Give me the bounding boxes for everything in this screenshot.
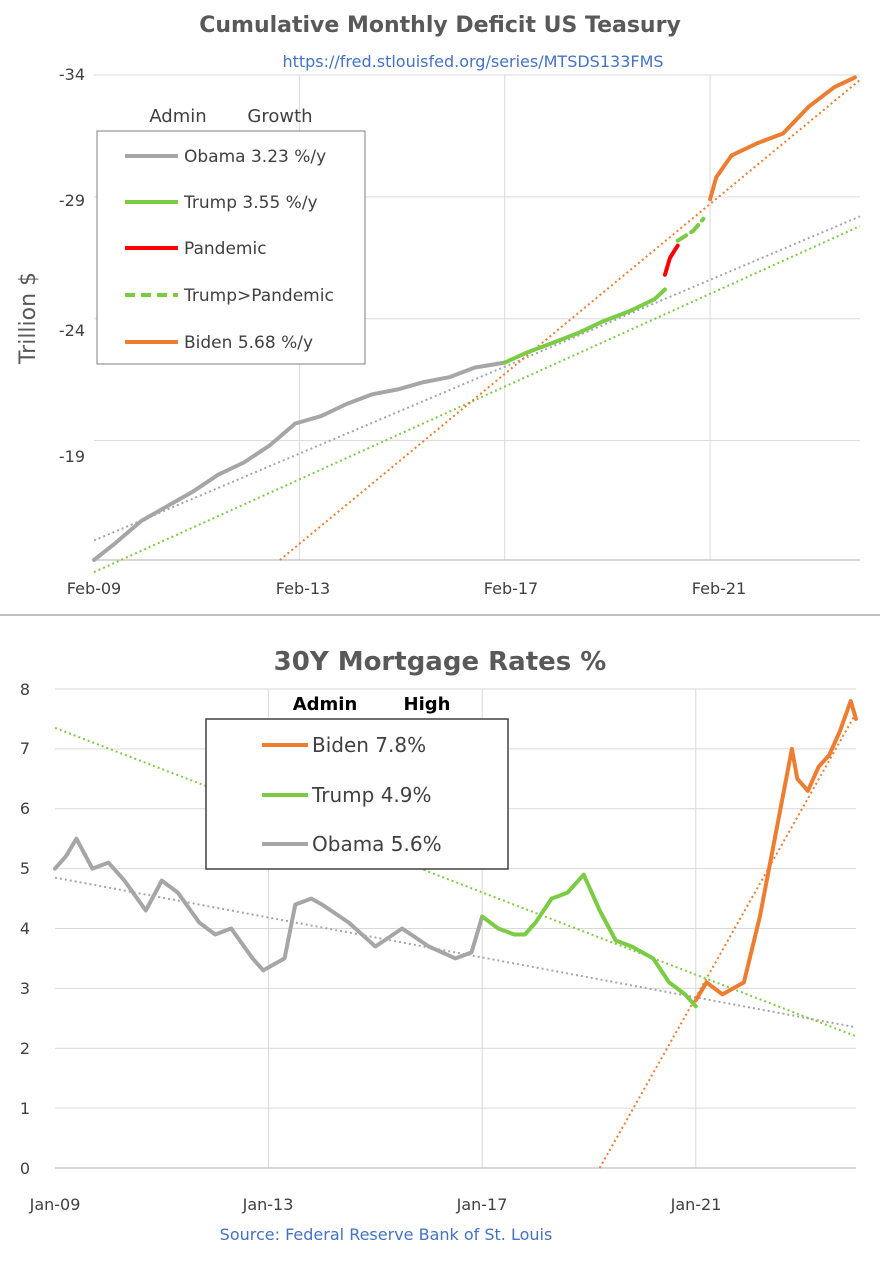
series-group — [53, 699, 858, 1169]
series-line-obama-trend — [93, 215, 861, 542]
legend-label: Biden 5.68 %/y — [184, 333, 313, 353]
legend-label: Obama 5.6% — [312, 832, 442, 856]
chart-title: Cumulative Monthly Deficit US Teasury — [199, 13, 681, 38]
source-link[interactable]: https://fred.stlouisfed.org/series/MTSDS… — [282, 52, 663, 71]
legend-header-admin: Admin — [293, 694, 358, 715]
y-tick-label: 3 — [20, 979, 30, 998]
deficit-chart: Cumulative Monthly Deficit US Teasury ht… — [16, 13, 861, 598]
series-line-trump-trend — [93, 225, 861, 574]
series-line-trump — [502, 287, 667, 365]
legend-label: Trump 4.9% — [311, 783, 432, 807]
series-line-biden-trend — [279, 79, 861, 561]
y-tick-label: -24 — [59, 321, 85, 340]
series-group — [92, 75, 861, 574]
axis-ticks: -34 -29 -24 -19 Feb-09 Feb-13 Feb-17 Feb… — [59, 65, 746, 598]
y-tick-label: 4 — [20, 919, 30, 938]
legend-label: Obama 3.23 %/y — [184, 147, 326, 167]
series-line-trump-trend — [54, 726, 857, 1038]
source-note: Source: Federal Reserve Bank of St. Loui… — [220, 1225, 553, 1244]
legend-label: Biden 7.8% — [312, 733, 426, 757]
y-tick-label: 8 — [20, 680, 30, 699]
legend-label: Trump 3.55 %/y — [183, 193, 318, 213]
x-tick-label: Feb-21 — [692, 579, 746, 598]
legend-box — [205, 718, 509, 870]
y-tick-label: -19 — [59, 447, 85, 466]
legend-label: Trump>Pandemic — [183, 286, 334, 306]
y-tick-label: -29 — [59, 191, 85, 210]
series-line-biden-trend — [598, 712, 857, 1169]
series-line-obama-trend — [54, 876, 857, 1029]
x-tick-label: Jan-17 — [456, 1195, 508, 1214]
y-tick-label: 5 — [20, 859, 30, 878]
series-line-trump — [480, 872, 698, 1009]
legend: Admin High Biden 7.8% Trump 4.9% Obama 5… — [205, 694, 509, 870]
legend-header-admin: Admin — [149, 106, 206, 127]
series-line-biden — [708, 75, 857, 202]
y-tick-label: -34 — [59, 65, 85, 84]
mortgage-chart-panel: 30Y Mortgage Rates % 0 1 2 3 4 5 6 7 8 J… — [0, 618, 880, 1262]
y-axis-label: Trillion $ — [16, 272, 41, 365]
x-tick-label: Feb-09 — [67, 579, 121, 598]
x-tick-label: Feb-17 — [484, 579, 538, 598]
series-line-obama — [53, 836, 485, 973]
x-tick-label: Jan-09 — [29, 1195, 81, 1214]
y-tick-label: 2 — [20, 1039, 30, 1058]
axis-ticks: 0 1 2 3 4 5 6 7 8 Jan-09 Jan-13 Jan-17 J… — [20, 680, 722, 1214]
y-tick-label: 1 — [20, 1099, 30, 1118]
x-tick-label: Feb-13 — [276, 579, 330, 598]
y-tick-label: 0 — [20, 1159, 30, 1178]
chart-title: 30Y Mortgage Rates % — [274, 647, 607, 677]
y-tick-label: 7 — [20, 739, 30, 758]
legend-label: Pandemic — [184, 239, 267, 259]
series-line-pandemic — [662, 243, 680, 277]
series-line-obama — [92, 360, 507, 562]
series-line-trump-pandemic — [675, 216, 706, 243]
deficit-chart-panel: Cumulative Monthly Deficit US Teasury ht… — [0, 0, 880, 616]
y-tick-label: 6 — [20, 799, 30, 818]
legend-header-high: High — [404, 694, 451, 715]
legend: Admin Growth Obama 3.23 %/y Trump 3.55 %… — [96, 106, 366, 365]
series-line-biden — [693, 699, 858, 1003]
legend-header-growth: Growth — [247, 106, 312, 127]
mortgage-chart: 30Y Mortgage Rates % 0 1 2 3 4 5 6 7 8 J… — [20, 647, 858, 1244]
x-tick-label: Jan-21 — [670, 1195, 722, 1214]
x-tick-label: Jan-13 — [242, 1195, 294, 1214]
